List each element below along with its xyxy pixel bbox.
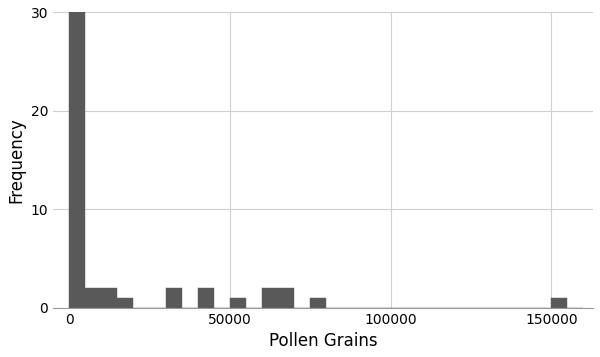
Bar [101, 288, 117, 308]
Bar [85, 288, 101, 308]
Y-axis label: Frequency: Frequency [7, 117, 25, 203]
Bar [262, 288, 278, 308]
Bar [551, 298, 568, 308]
Bar [278, 288, 294, 308]
Bar [230, 298, 246, 308]
Bar [310, 298, 326, 308]
Bar [166, 288, 182, 308]
X-axis label: Pollen Grains: Pollen Grains [269, 332, 377, 350]
Bar [117, 298, 133, 308]
Bar [197, 288, 214, 308]
Bar [69, 0, 85, 308]
